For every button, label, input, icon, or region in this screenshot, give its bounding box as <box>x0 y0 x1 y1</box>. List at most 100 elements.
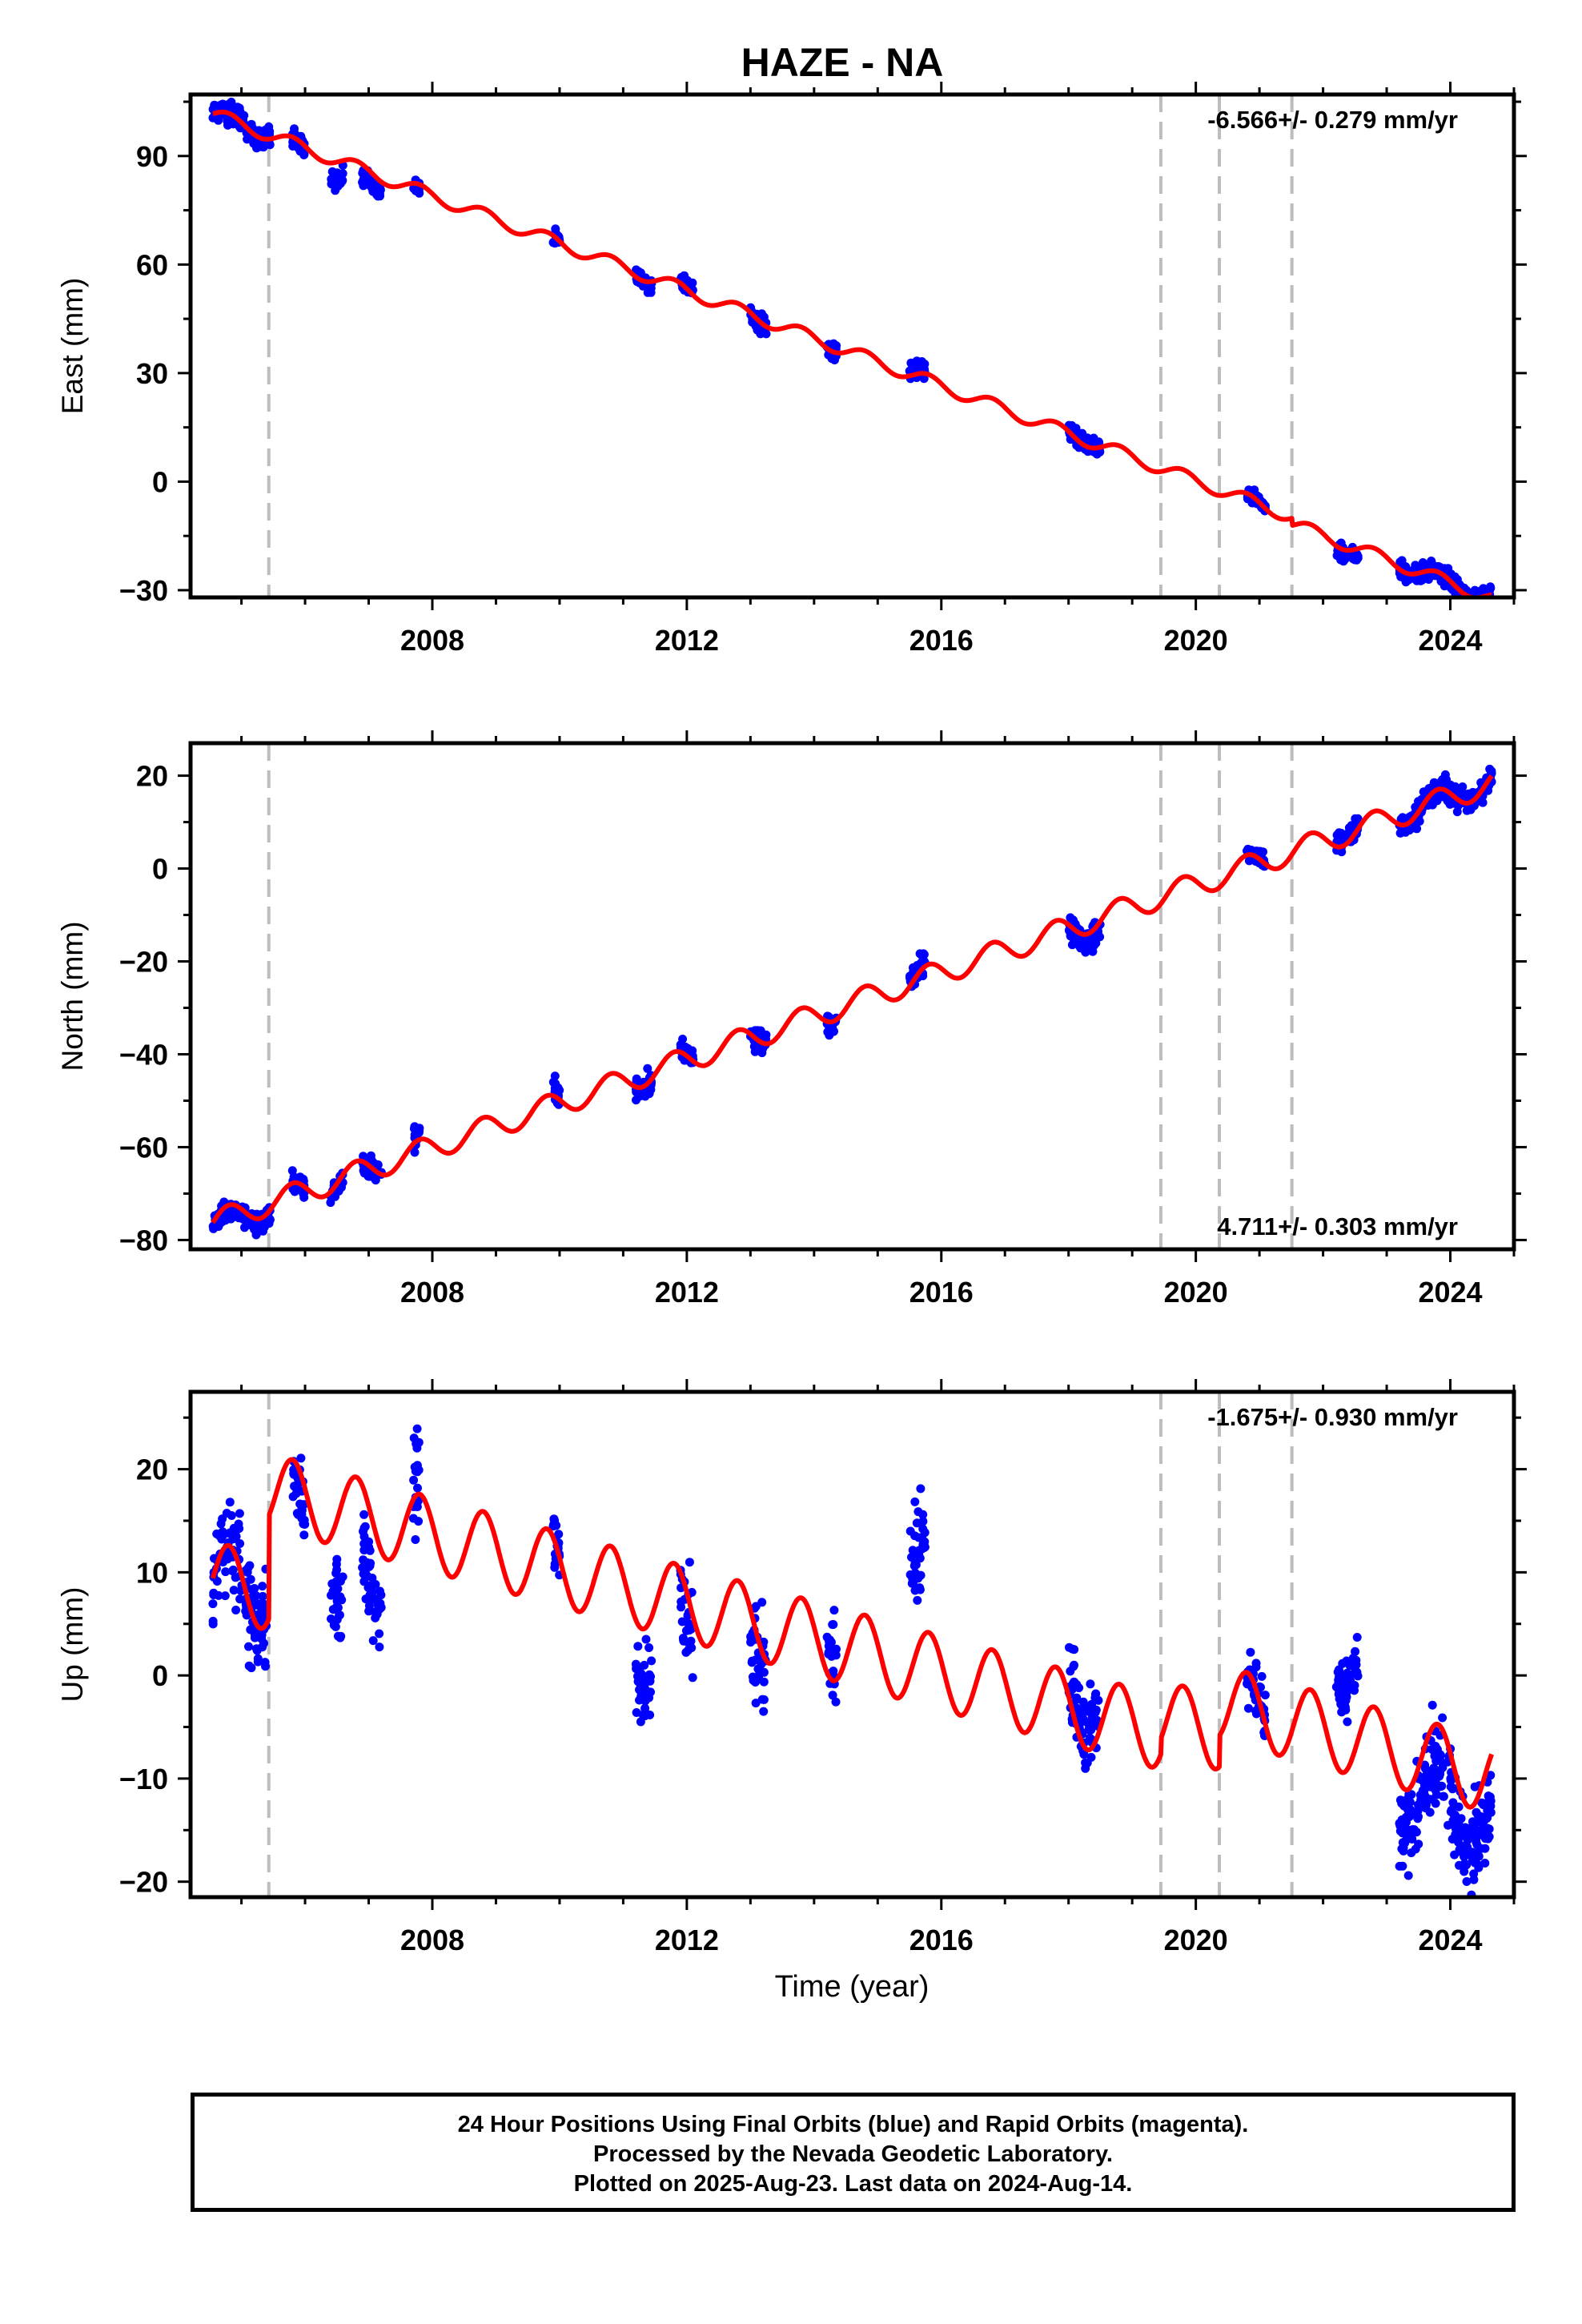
data-point <box>375 1629 384 1638</box>
x-tick-label: 2020 <box>1164 1276 1228 1309</box>
data-point <box>1257 1671 1267 1681</box>
data-point <box>915 1583 925 1593</box>
y-tick-label: 30 <box>136 357 168 390</box>
data-point <box>1395 557 1405 567</box>
data-point <box>1251 1663 1261 1672</box>
data-point <box>1456 1814 1466 1823</box>
data-point <box>1066 1667 1075 1676</box>
data-point <box>1486 1807 1496 1817</box>
data-point <box>647 1656 656 1666</box>
data-point <box>1431 1749 1440 1759</box>
x-tick-label: 2020 <box>1164 1924 1228 1956</box>
data-point <box>644 1643 654 1652</box>
data-point <box>335 1610 344 1620</box>
data-point <box>829 1606 839 1615</box>
chart-title: HAZE - NA <box>741 40 944 85</box>
data-point <box>229 1586 239 1595</box>
data-point <box>1397 1815 1407 1824</box>
y-tick-label: 20 <box>136 1454 168 1486</box>
data-point <box>287 1166 297 1176</box>
plot-area-up <box>208 1392 1496 1897</box>
rate-label: 4.711+/- 0.303 mm/yr <box>1217 1212 1458 1240</box>
data-point <box>367 1574 377 1582</box>
data-point <box>362 177 371 187</box>
data-point <box>1353 1671 1363 1681</box>
data-point <box>1428 1774 1438 1783</box>
data-point <box>371 1594 380 1604</box>
data-point <box>640 1703 650 1713</box>
model-line-east <box>211 109 1494 597</box>
panel-frame <box>188 92 1516 600</box>
data-point <box>288 1184 298 1194</box>
data-points-east <box>208 98 1496 610</box>
data-point <box>1464 1850 1474 1860</box>
data-point <box>913 1507 923 1517</box>
x-tick-label: 2008 <box>400 1276 464 1309</box>
data-point <box>228 1531 238 1541</box>
data-point <box>299 1192 309 1202</box>
data-point <box>1479 1800 1488 1810</box>
y-axis-label: North (mm) <box>56 921 89 1071</box>
data-point <box>1414 1839 1423 1849</box>
data-point <box>1472 1837 1481 1847</box>
data-point <box>221 1567 231 1577</box>
data-point <box>1476 600 1484 609</box>
data-point <box>373 190 383 199</box>
data-point <box>253 1657 263 1667</box>
data-point <box>235 103 244 113</box>
data-point <box>1398 1861 1407 1871</box>
x-tick-label: 2012 <box>655 624 719 657</box>
data-point <box>1463 601 1472 610</box>
data-point <box>1343 1717 1352 1727</box>
data-point <box>1090 1693 1100 1703</box>
data-point <box>250 1584 259 1593</box>
data-point <box>244 1661 254 1671</box>
data-point <box>1480 1814 1489 1823</box>
data-point <box>829 1027 838 1036</box>
data-points-up <box>208 1424 1496 1897</box>
data-point <box>1478 1824 1488 1834</box>
data-point <box>410 1148 420 1157</box>
data-point <box>1481 598 1490 607</box>
data-point <box>636 1684 645 1693</box>
footer-line-1: 24 Hour Positions Using Final Orbits (bl… <box>457 2112 1249 2137</box>
x-tick-label: 2024 <box>1418 1924 1482 1956</box>
data-point <box>1086 1679 1095 1689</box>
data-point <box>327 1614 335 1623</box>
panel-north: 2008 2012 2016 2020 2024 −80 −60 −40 −20 0 20 North… <box>56 730 1527 1309</box>
x-tick-label: 2020 <box>1164 624 1228 657</box>
data-point <box>632 1708 641 1717</box>
data-point <box>1352 1633 1362 1642</box>
data-point <box>331 180 340 189</box>
model-line-north <box>211 774 1494 1224</box>
panel-up: 2008 2012 2016 2020 2024 −20 −10 0 10 20 Up (mm) -1… <box>56 1379 1527 1956</box>
data-point <box>1470 1782 1480 1791</box>
data-point <box>1452 807 1462 817</box>
y-tick-label: −20 <box>119 1866 168 1899</box>
data-point <box>1090 1718 1100 1727</box>
data-point <box>1473 599 1482 608</box>
data-point <box>327 1590 335 1600</box>
data-point <box>368 1636 378 1646</box>
data-point <box>208 1619 218 1629</box>
x-axis-label: Time (year) <box>775 1970 930 2004</box>
data-point <box>331 1569 341 1578</box>
y-tick-label: 0 <box>152 853 168 886</box>
model-line-up <box>210 1457 1495 1810</box>
y-tick-label: 60 <box>136 248 168 281</box>
data-point <box>1068 1644 1077 1654</box>
data-point <box>1438 1758 1447 1767</box>
data-point <box>243 1563 253 1573</box>
data-point <box>1431 1785 1440 1795</box>
data-point <box>685 1558 694 1567</box>
data-point <box>1411 574 1421 584</box>
y-tick-label: 10 <box>136 1556 168 1589</box>
data-point <box>1350 1681 1359 1690</box>
data-point <box>914 1533 924 1542</box>
data-point <box>920 1541 929 1550</box>
data-point <box>336 175 346 184</box>
x-tick-label: 2016 <box>909 624 974 657</box>
data-point <box>1081 1763 1090 1773</box>
data-point <box>409 1433 419 1443</box>
data-point <box>1086 1703 1096 1713</box>
